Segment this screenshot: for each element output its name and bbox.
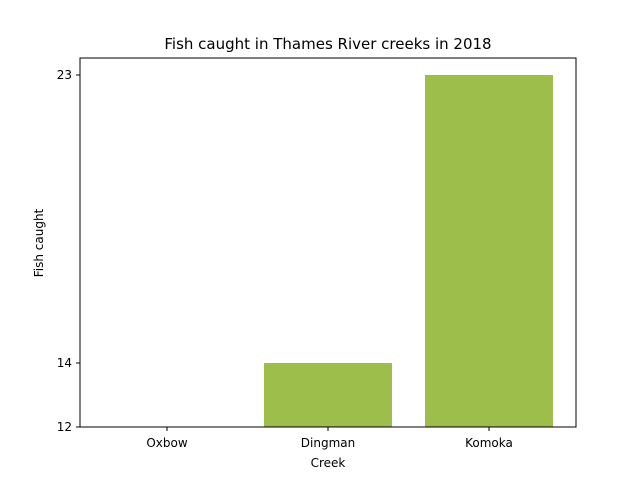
- x-tick-label: Dingman: [301, 436, 355, 450]
- y-tick-label: 14: [57, 356, 72, 370]
- x-tick-label: Komoka: [465, 436, 513, 450]
- chart-title: Fish caught in Thames River creeks in 20…: [164, 35, 491, 53]
- bars-group: [264, 75, 553, 427]
- x-tick-label: Oxbow: [146, 436, 188, 450]
- bar-komoka: [425, 75, 553, 427]
- y-axis-label: Fish caught: [32, 208, 46, 277]
- y-tick-label: 12: [57, 420, 72, 434]
- y-axis: 12 14 23: [57, 68, 80, 434]
- x-axis: Oxbow Dingman Komoka: [146, 427, 513, 450]
- bar-dingman: [264, 363, 392, 427]
- y-tick-label: 23: [57, 68, 72, 82]
- x-axis-label: Creek: [311, 456, 346, 470]
